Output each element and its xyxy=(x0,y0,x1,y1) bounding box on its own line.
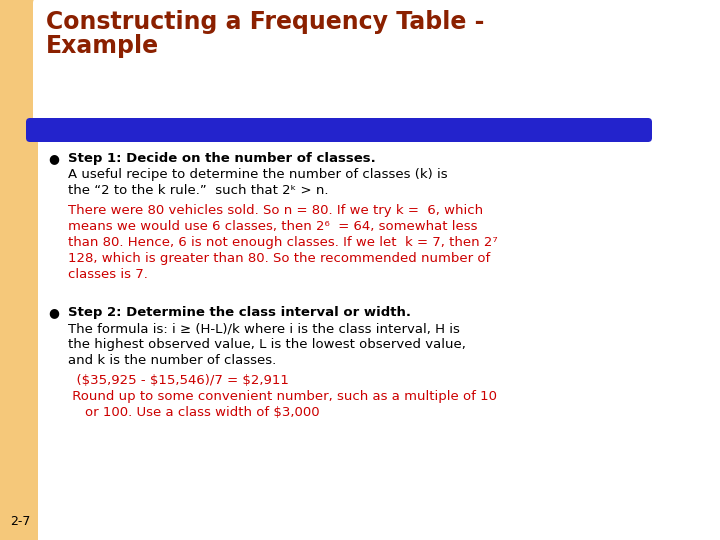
Text: There were 80 vehicles sold. So n = 80. If we try k =  6, which: There were 80 vehicles sold. So n = 80. … xyxy=(68,204,483,217)
Text: A useful recipe to determine the number of classes (k) is: A useful recipe to determine the number … xyxy=(68,168,448,181)
Text: Step 2: Determine the class interval or width.: Step 2: Determine the class interval or … xyxy=(68,306,411,319)
Text: classes is 7.: classes is 7. xyxy=(68,268,148,281)
Text: 2-7: 2-7 xyxy=(10,515,30,528)
Text: and k is the number of classes.: and k is the number of classes. xyxy=(68,354,276,367)
Text: means we would use 6 classes, then 2⁶  = 64, somewhat less: means we would use 6 classes, then 2⁶ = … xyxy=(68,220,477,233)
Text: than 80. Hence, 6 is not enough classes. If we let  k = 7, then 2⁷: than 80. Hence, 6 is not enough classes.… xyxy=(68,236,498,249)
Text: ●: ● xyxy=(48,152,59,165)
Bar xyxy=(0,0,38,540)
Text: Round up to some convenient number, such as a multiple of 10: Round up to some convenient number, such… xyxy=(68,390,497,403)
Text: ($35,925 - $15,546)/7 = $2,911: ($35,925 - $15,546)/7 = $2,911 xyxy=(68,374,289,387)
Text: ●: ● xyxy=(48,306,59,319)
Text: The formula is: i ≥ (H-L)/k where i is the class interval, H is: The formula is: i ≥ (H-L)/k where i is t… xyxy=(68,322,460,335)
Text: Step 1: Decide on the number of classes.: Step 1: Decide on the number of classes. xyxy=(68,152,376,165)
Text: Example: Example xyxy=(46,34,159,58)
Text: the “2 to the k rule.”  such that 2ᵏ > n.: the “2 to the k rule.” such that 2ᵏ > n. xyxy=(68,184,328,197)
FancyBboxPatch shape xyxy=(26,118,652,142)
Text: or 100. Use a class width of $3,000: or 100. Use a class width of $3,000 xyxy=(68,406,320,419)
Text: the highest observed value, L is the lowest observed value,: the highest observed value, L is the low… xyxy=(68,338,466,351)
Bar xyxy=(38,0,308,110)
Text: Constructing a Frequency Table -: Constructing a Frequency Table - xyxy=(46,10,485,34)
Text: 128, which is greater than 80. So the recommended number of: 128, which is greater than 80. So the re… xyxy=(68,252,490,265)
FancyBboxPatch shape xyxy=(33,0,720,130)
